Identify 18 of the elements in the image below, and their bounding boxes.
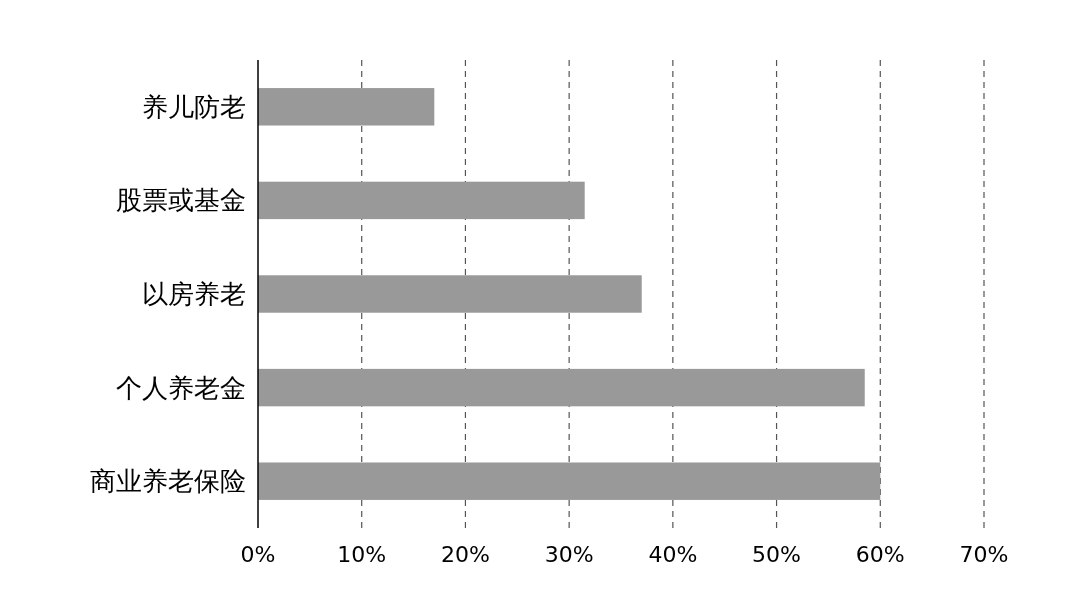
x-tick-label: 60% [855,542,905,567]
x-tick-label: 40% [648,542,698,567]
y-tick-label: 个人养老金 [116,372,246,403]
y-tick-label: 养儿防老 [142,91,246,122]
x-tick-label: 70% [959,542,1009,567]
x-tick-label: 10% [337,542,387,567]
bar [258,181,585,220]
y-tick-label: 股票或基金 [116,185,246,216]
y-tick-label: 商业养老保险 [90,466,246,497]
bar [258,462,881,500]
x-tick-label: 0% [240,542,276,567]
x-tick-label: 30% [544,542,594,567]
x-tick-label: 50% [752,542,802,567]
bar [258,275,642,313]
bar [258,88,435,126]
bar [258,368,865,407]
x-tick-label: 20% [440,542,490,567]
y-tick-label: 以房养老 [142,279,246,309]
